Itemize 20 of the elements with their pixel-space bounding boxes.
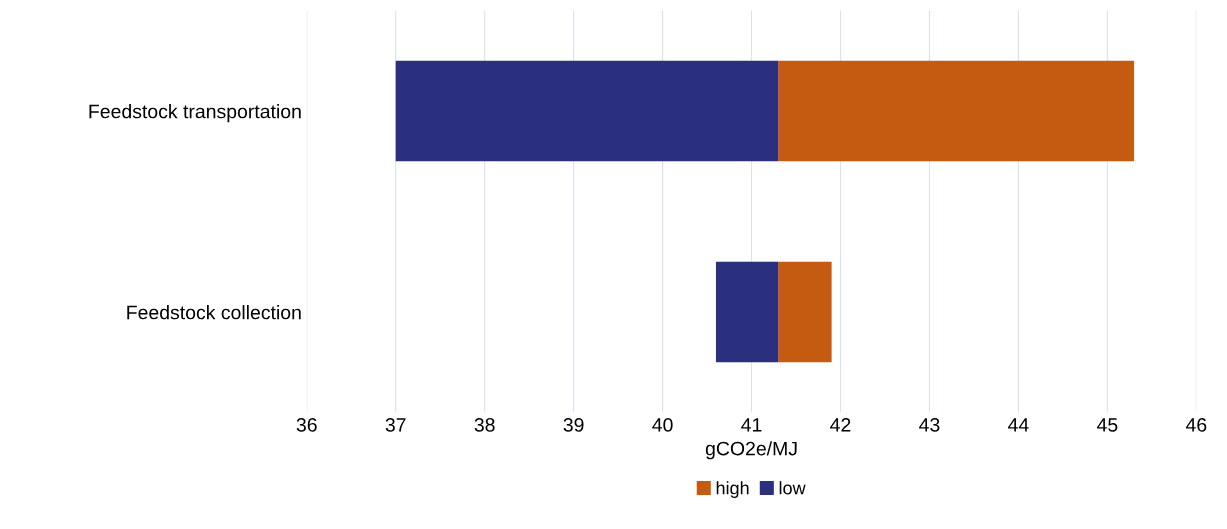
x-tick-label: 38 [474, 417, 495, 432]
x-axis-title: gCO2e/MJ [705, 441, 797, 460]
x-tick-label: 36 [296, 417, 317, 432]
bar [778, 261, 832, 363]
x-tick-label: 43 [919, 417, 940, 432]
x-tick-label: 44 [1008, 418, 1029, 432]
bar [778, 60, 1135, 162]
x-tick-label: 37 [385, 417, 406, 432]
x-tick-label: 45 [1097, 418, 1118, 432]
y-tick-label: Feedstock transportation [89, 104, 301, 123]
x-tick-label: 42 [830, 417, 851, 432]
x-tick-label: 39 [563, 417, 584, 432]
bar [715, 261, 779, 363]
bar [395, 60, 779, 162]
x-tick-label: 41 [741, 418, 762, 432]
legend-label: low [779, 481, 806, 495]
legend-label: high [716, 481, 749, 498]
x-tick-label: 40 [652, 417, 673, 432]
x-tick-label: 46 [1185, 417, 1207, 432]
y-tick-label: Feedstock collection [127, 305, 301, 320]
